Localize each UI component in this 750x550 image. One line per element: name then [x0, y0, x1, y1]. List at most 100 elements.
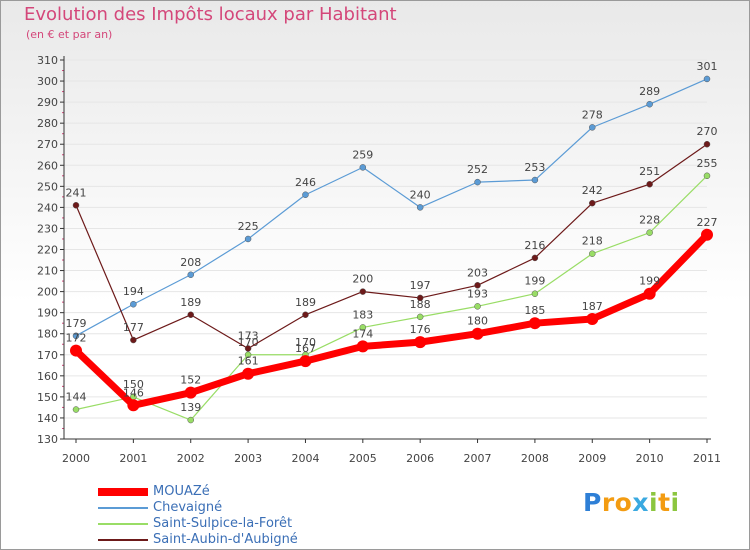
series-3: 241 177 189 173 189 200 197 203 216 242 251 270 [66, 125, 718, 352]
series-1: 179 194 208 225 246 259 240 252 253 278 289 301 [66, 60, 718, 340]
y-tick-label: 180 [37, 328, 58, 341]
series-line [75, 175, 708, 421]
data-label: 225 [238, 220, 259, 233]
data-point [416, 313, 424, 321]
data-label: 139 [180, 401, 201, 414]
data-label: 177 [123, 321, 144, 334]
data-label: 150 [123, 378, 144, 391]
data-label: 197 [410, 279, 431, 292]
data-point [359, 324, 367, 331]
y-tick-label: 170 [37, 349, 58, 362]
series-line [75, 78, 708, 337]
series-line [72, 231, 711, 409]
data-point [70, 344, 82, 357]
data-label: 172 [66, 332, 87, 345]
data-point [643, 287, 656, 300]
data-label: 270 [697, 125, 718, 138]
data-label: 200 [352, 273, 373, 286]
data-label: 255 [697, 157, 718, 170]
y-tick-label: 230 [37, 222, 58, 235]
data-label: 185 [524, 304, 545, 317]
series-line [75, 143, 708, 350]
y-tick-label: 280 [37, 117, 58, 130]
chart-title: Evolution des Impôts locaux par Habitant [24, 4, 397, 25]
proxiti-logo: Proxiti [583, 488, 680, 517]
chart-subtitle: (en € et par an) [26, 28, 113, 41]
y-tick-label: 240 [37, 201, 58, 214]
data-point [586, 312, 599, 325]
data-label: 161 [238, 355, 259, 368]
data-label: 252 [467, 163, 488, 176]
data-point [130, 336, 137, 344]
x-tick-label: 2007 [464, 452, 492, 465]
y-tick-label: 310 [37, 54, 58, 67]
data-point [244, 351, 252, 359]
data-point [589, 124, 596, 131]
y-tick-label: 190 [37, 307, 58, 320]
data-label: 176 [410, 323, 431, 336]
data-point [72, 332, 80, 340]
y-tick-label: 220 [37, 244, 58, 257]
y-tick-label: 130 [37, 433, 58, 446]
data-point [184, 386, 197, 399]
data-point [130, 300, 137, 308]
data-point [416, 204, 424, 211]
data-label: 199 [639, 275, 660, 288]
data-label: 167 [295, 342, 316, 355]
data-point [414, 336, 427, 349]
y-tick-label: 250 [37, 180, 58, 193]
data-point [244, 235, 252, 243]
data-point [244, 345, 252, 352]
data-label: 180 [467, 315, 488, 328]
data-label: 246 [295, 176, 316, 189]
data-point [531, 254, 539, 262]
legend-swatch [98, 488, 148, 496]
data-label: 227 [697, 216, 718, 229]
data-label: 289 [639, 85, 660, 98]
data-label: 278 [582, 108, 603, 121]
y-tick-label: 270 [37, 138, 58, 151]
legend-label: Saint-Aubin-d'Aubigné [153, 532, 298, 547]
data-point [646, 180, 653, 188]
x-tick-label: 2010 [636, 452, 664, 465]
data-label: 216 [524, 239, 545, 252]
data-point [531, 176, 539, 184]
x-tick-label: 2008 [521, 452, 549, 465]
data-label: 218 [582, 235, 603, 248]
y-tick-label: 160 [37, 370, 58, 383]
data-label: 170 [295, 336, 316, 349]
data-point [474, 178, 481, 186]
x-tick-label: 2004 [291, 452, 319, 465]
data-point [299, 355, 312, 368]
data-label: 241 [66, 186, 87, 199]
data-label: 251 [639, 165, 660, 178]
data-label: 189 [180, 296, 201, 309]
data-point [703, 172, 711, 180]
data-label: 173 [238, 329, 259, 342]
data-point [187, 271, 194, 279]
y-tick-label: 300 [37, 75, 58, 88]
x-tick-label: 2005 [349, 452, 377, 465]
x-tick-label: 2006 [406, 452, 434, 465]
legend-label: MOUAZé [153, 484, 210, 499]
data-label: 259 [352, 148, 373, 161]
x-tick-label: 2011 [693, 452, 721, 465]
data-label: 301 [697, 60, 718, 73]
data-point [703, 140, 711, 148]
data-point [302, 311, 309, 319]
data-point [242, 367, 255, 380]
y-tick-label: 210 [37, 265, 58, 278]
data-label: 183 [352, 308, 373, 321]
data-point [474, 303, 481, 310]
data-point [127, 399, 140, 412]
data-label: 240 [410, 188, 431, 201]
data-point [531, 290, 539, 297]
x-tick-label: 2001 [119, 452, 147, 465]
data-point [72, 406, 80, 413]
data-label: 179 [66, 317, 87, 330]
data-point [187, 416, 194, 424]
legend-label: Saint-Sulpice-la-Forêt [153, 516, 293, 531]
data-point [646, 100, 653, 108]
